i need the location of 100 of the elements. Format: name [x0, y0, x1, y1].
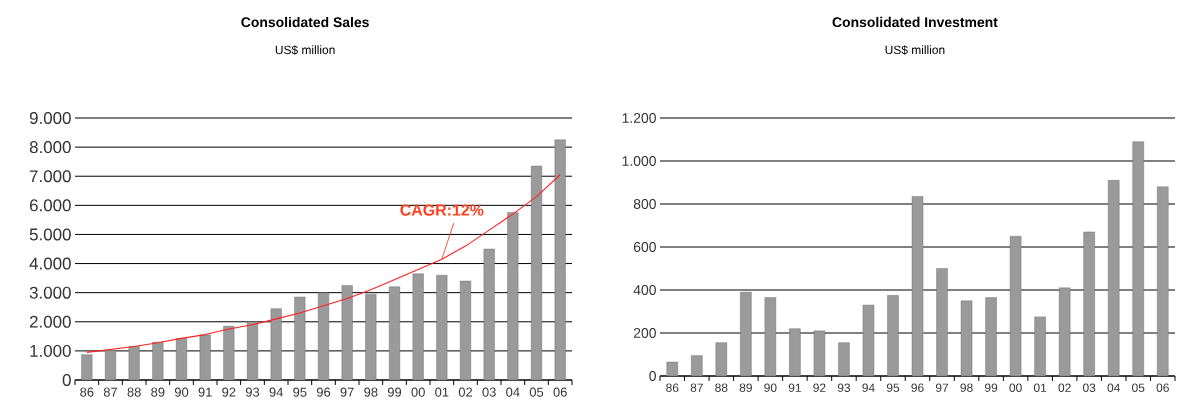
x-tick-label: 92: [222, 387, 236, 397]
annotation: CAGR:12%: [400, 204, 484, 216]
y-tick-label: 1.000: [30, 344, 71, 357]
x-tick-label: 01: [435, 387, 449, 397]
bar: [554, 139, 566, 381]
bar: [436, 275, 448, 381]
bar: [246, 321, 259, 381]
bar: [104, 350, 117, 381]
x-tick-label: 91: [788, 383, 801, 392]
x-tick-label: 06: [1156, 383, 1169, 392]
bar: [887, 295, 899, 377]
x-tick-label: 01: [1033, 383, 1047, 392]
x-tick-label: 89: [739, 383, 752, 392]
bar: [813, 330, 826, 377]
x-tick-label: 04: [1107, 383, 1120, 392]
x-tick-label: 00: [1009, 383, 1022, 392]
bar: [507, 212, 519, 381]
x-tick-label: 03: [482, 387, 496, 397]
x-tick-label: 91: [198, 387, 212, 397]
y-tick-label: 5.000: [29, 228, 71, 241]
bar: [412, 273, 424, 381]
x-tick-label: 98: [364, 387, 378, 397]
x-tick-label: 05: [1132, 383, 1145, 392]
bar: [740, 291, 752, 377]
bar: [789, 328, 801, 377]
x-tick-label: 99: [387, 387, 402, 397]
x-tick-label: 90: [174, 387, 189, 397]
bar: [838, 342, 850, 377]
bar: [1132, 141, 1144, 377]
chart-title: Consolidated Sales: [241, 16, 369, 28]
y-tick-label: 7.000: [29, 170, 71, 183]
bar: [764, 297, 777, 377]
bar: [911, 196, 924, 377]
bar: [985, 297, 997, 377]
bar: [691, 355, 703, 377]
y-tick-label: 800: [633, 199, 656, 209]
bar: [128, 346, 140, 381]
chart-title: Consolidated Investment: [832, 16, 998, 28]
x-tick-label: 90: [764, 383, 777, 392]
bar: [152, 341, 164, 381]
x-tick-label: 98: [960, 383, 973, 392]
x-tick-label: 92: [813, 383, 826, 392]
x-tick-label: 88: [715, 383, 728, 392]
bar: [1157, 186, 1169, 377]
bar: [1009, 236, 1022, 377]
bar: [862, 304, 875, 377]
x-tick-label: 00: [411, 387, 425, 397]
x-tick-label: 94: [269, 387, 283, 397]
bar: [1107, 180, 1120, 377]
chart-subtitle: US$ million: [275, 45, 335, 55]
x-tick-label: 06: [553, 387, 567, 397]
y-tick-label: 0: [62, 374, 71, 386]
y-tick-label: 3.000: [29, 286, 71, 299]
y-tick-label: 2.000: [29, 315, 71, 328]
x-tick-label: 96: [316, 387, 331, 397]
x-tick-label: 89: [151, 387, 165, 397]
bar: [1034, 316, 1046, 377]
x-tick-label: 86: [80, 387, 94, 397]
y-tick-label: 4.000: [29, 257, 71, 270]
bar: [199, 334, 211, 381]
bar: [530, 165, 543, 381]
bar: [175, 338, 188, 381]
x-tick-label: 99: [985, 383, 998, 392]
x-tick-label: 95: [886, 383, 900, 392]
x-tick-label: 03: [1083, 383, 1096, 392]
x-tick-label: 87: [690, 383, 703, 392]
y-tick-label: 200: [633, 328, 656, 338]
bar: [365, 293, 377, 381]
y-tick-label: 1.200: [622, 113, 656, 123]
x-tick-label: 02: [1058, 383, 1071, 392]
bar: [1083, 231, 1095, 377]
x-tick-label: 04: [506, 387, 520, 397]
y-tick-label: 8.000: [29, 141, 71, 154]
x-tick-label: 94: [862, 383, 875, 392]
x-tick-label: 88: [127, 387, 141, 397]
bar: [715, 342, 728, 377]
bar: [81, 354, 93, 381]
x-tick-label: 96: [911, 383, 924, 392]
bar: [341, 285, 353, 381]
bar: [960, 300, 973, 377]
bar: [223, 325, 235, 381]
x-tick-label: 05: [529, 387, 544, 397]
bar: [1058, 287, 1071, 377]
bar: [388, 286, 401, 381]
bar: [294, 296, 306, 381]
y-tick-label: 600: [633, 242, 656, 252]
y-tick-label: 9.000: [29, 112, 71, 125]
x-tick-label: 02: [458, 387, 473, 397]
chart-subtitle: US$ million: [885, 45, 945, 55]
x-tick-label: 86: [666, 383, 679, 392]
x-tick-label: 97: [935, 383, 949, 392]
bar: [666, 361, 678, 377]
bar: [317, 292, 330, 381]
x-tick-label: 93: [245, 387, 260, 397]
x-tick-label: 97: [340, 387, 354, 397]
bar: [936, 268, 948, 377]
y-tick-label: 400: [633, 285, 656, 295]
x-tick-label: 87: [103, 387, 118, 397]
bar: [483, 248, 495, 381]
x-tick-label: 95: [293, 387, 307, 397]
